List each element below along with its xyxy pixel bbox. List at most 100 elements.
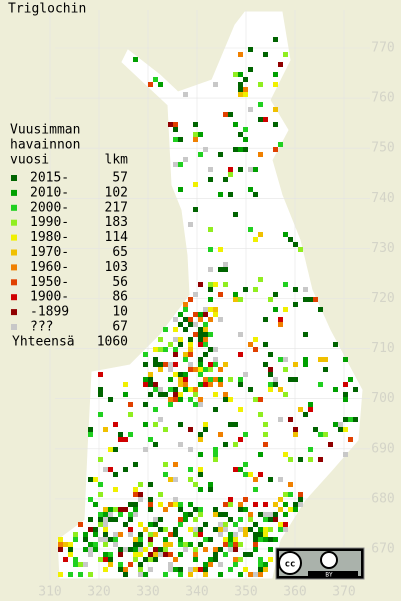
observation-cell — [233, 442, 238, 447]
observation-cell — [198, 357, 203, 362]
observation-cell — [283, 357, 288, 362]
observation-cell — [188, 222, 193, 227]
legend-label: 1980- — [30, 230, 69, 245]
observation-cell — [183, 302, 188, 307]
observation-cell — [198, 397, 203, 402]
observation-cell — [168, 402, 173, 407]
observation-cell — [178, 442, 183, 447]
observation-cell — [163, 547, 168, 552]
observation-cell — [353, 387, 358, 392]
observation-cell — [263, 512, 268, 517]
observation-cell — [133, 502, 138, 507]
observation-cell — [288, 417, 293, 422]
observation-cell — [248, 107, 253, 112]
observation-cell — [248, 187, 253, 192]
observation-cell — [163, 537, 168, 542]
observation-cell — [268, 547, 273, 552]
observation-cell — [228, 547, 233, 552]
observation-cell — [208, 562, 213, 567]
observation-cell — [258, 102, 263, 107]
observation-cell — [223, 282, 228, 287]
observation-cell — [178, 342, 183, 347]
legend-swatch — [11, 264, 17, 271]
observation-cell — [158, 417, 163, 422]
observation-cell — [273, 292, 278, 297]
observation-cell — [178, 567, 183, 572]
observation-cell — [228, 532, 233, 537]
observation-cell — [73, 557, 78, 562]
observation-cell — [133, 512, 138, 517]
observation-cell — [253, 487, 258, 492]
observation-cell — [233, 122, 238, 127]
observation-cell — [223, 267, 228, 272]
observation-cell — [223, 542, 228, 547]
observation-cell — [143, 572, 148, 577]
observation-cell — [58, 572, 63, 577]
observation-cell — [173, 137, 178, 142]
observation-cell — [173, 372, 178, 377]
observation-cell — [243, 92, 248, 97]
observation-cell — [248, 572, 253, 577]
observation-cell — [193, 292, 198, 297]
observation-cell — [183, 357, 188, 362]
observation-cell — [103, 522, 108, 527]
observation-cell — [193, 207, 198, 212]
observation-cell — [313, 427, 318, 432]
observation-cell — [88, 527, 93, 532]
observation-cell — [238, 527, 243, 532]
observation-cell — [228, 422, 233, 427]
legend-count: 183 — [105, 215, 128, 230]
observation-cell — [158, 362, 163, 367]
observation-cell — [283, 232, 288, 237]
observation-cell — [148, 552, 153, 557]
observation-cell — [108, 512, 113, 517]
observation-cell — [238, 132, 243, 137]
legend-swatch — [11, 309, 17, 316]
observation-cell — [258, 152, 263, 157]
observation-cell — [178, 312, 183, 317]
observation-cell — [188, 297, 193, 302]
observation-cell — [123, 467, 128, 472]
observation-cell — [198, 452, 203, 457]
observation-cell — [263, 342, 268, 347]
observation-cell — [278, 477, 283, 482]
observation-cell — [118, 512, 123, 517]
observation-cell — [83, 537, 88, 542]
observation-cell — [168, 387, 173, 392]
observation-cell — [98, 522, 103, 527]
observation-cell — [208, 297, 213, 302]
observation-cell — [173, 347, 178, 352]
observation-cell — [243, 77, 248, 82]
observation-cell — [123, 567, 128, 572]
observation-cell — [148, 507, 153, 512]
observation-cell — [203, 337, 208, 342]
observation-cell — [133, 542, 138, 547]
y-tick-label: 720 — [371, 291, 394, 306]
legend-header: vuosi — [10, 153, 49, 168]
observation-cell — [193, 137, 198, 142]
observation-cell — [198, 437, 203, 442]
observation-cell — [198, 342, 203, 347]
observation-cell — [348, 417, 353, 422]
observation-cell — [183, 387, 188, 392]
observation-cell — [233, 467, 238, 472]
observation-cell — [243, 507, 248, 512]
svg-text:cc: cc — [285, 560, 296, 570]
observation-cell — [218, 192, 223, 197]
observation-cell — [243, 532, 248, 537]
observation-cell — [158, 387, 163, 392]
observation-cell — [103, 542, 108, 547]
observation-cell — [203, 352, 208, 357]
cc-badge: cc BY — [275, 547, 365, 580]
observation-cell — [308, 407, 313, 412]
observation-cell — [98, 392, 103, 397]
observation-cell — [203, 537, 208, 542]
observation-cell — [243, 137, 248, 142]
observation-cell — [93, 527, 98, 532]
observation-cell — [273, 517, 278, 522]
observation-cell — [188, 477, 193, 482]
observation-cell — [103, 427, 108, 432]
observation-cell — [198, 372, 203, 377]
observation-cell — [203, 377, 208, 382]
svg-text:BY: BY — [325, 572, 333, 579]
